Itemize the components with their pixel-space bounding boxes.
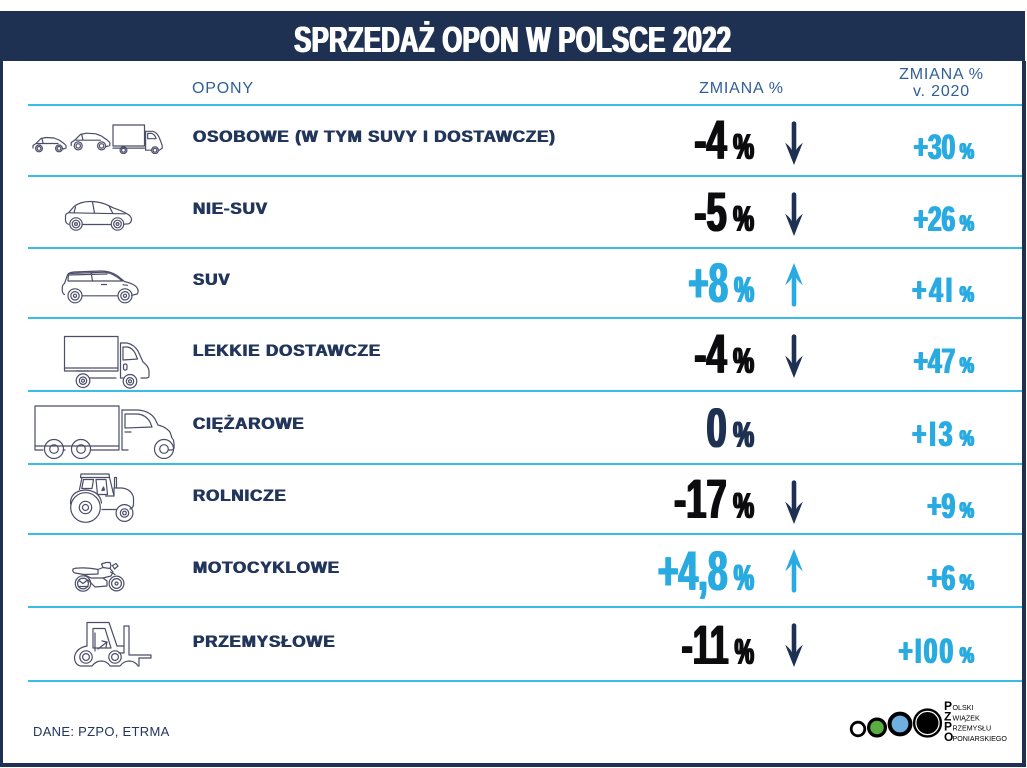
svg-text:O: O xyxy=(944,730,953,744)
svg-text:PONIARSKIEGO: PONIARSKIEGO xyxy=(953,735,1008,743)
svg-text:P: P xyxy=(944,720,952,734)
svg-text:RZEMYSŁU: RZEMYSŁU xyxy=(953,725,992,733)
svg-text:WIĄZEK: WIĄZEK xyxy=(953,714,980,722)
svg-text:P: P xyxy=(944,699,952,713)
svg-text:Z: Z xyxy=(944,709,951,723)
svg-text:OLSKI: OLSKI xyxy=(953,704,974,712)
